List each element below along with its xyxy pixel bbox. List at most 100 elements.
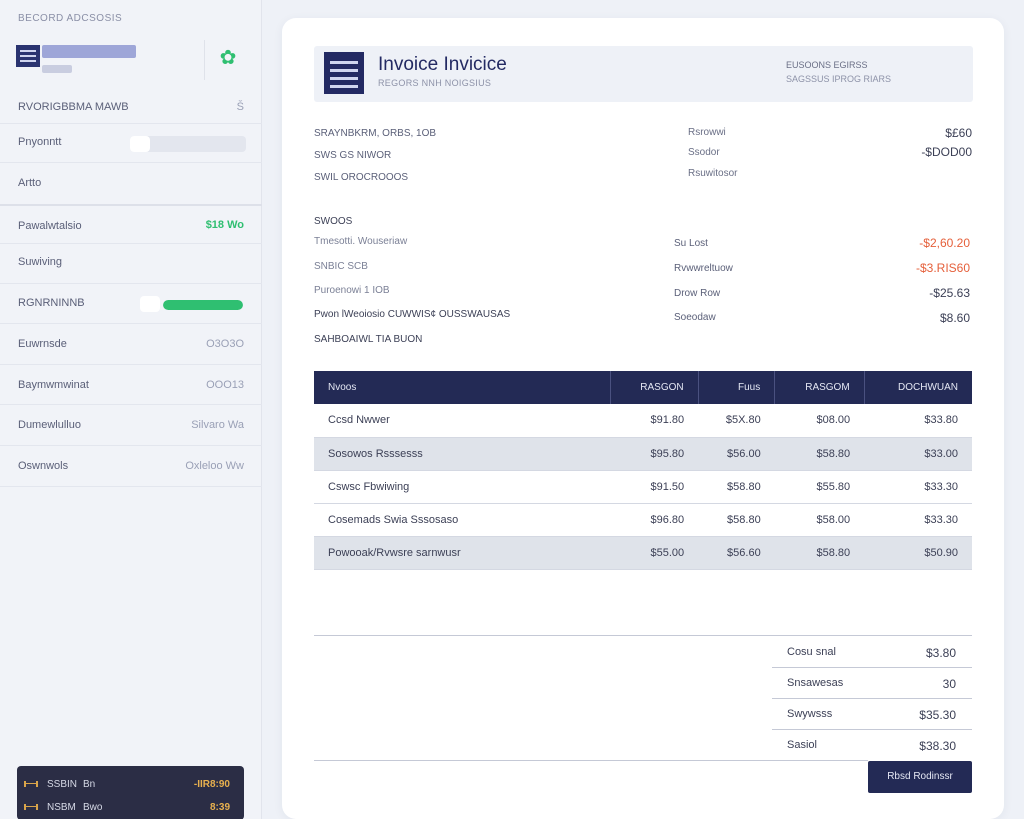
balance-value: 8:39	[209, 802, 230, 813]
balance-code: SSBIN	[47, 779, 78, 790]
sidebar-item-value: Silvaro Wa	[191, 419, 244, 431]
sidebar-item-value: O3O3O	[206, 338, 244, 350]
meta-label: Rsrowwi	[688, 127, 726, 138]
sidebar-item[interactable]: Oswnwols Oxleloo Ww	[0, 446, 262, 487]
sidebar-item[interactable]: Suwiving	[0, 244, 262, 284]
adjustment-label: Su Lost	[674, 238, 708, 249]
item-name: Powooak/Rvwsre sarnwusr	[314, 536, 610, 570]
pay-button[interactable]: Rbsd Rodinssr	[868, 761, 972, 793]
table-row[interactable]: Sosowos Rsssesss $95.80 $56.00 $58.80 $3…	[314, 437, 972, 471]
item-name: Cosemads Swia Sssosaso	[314, 503, 610, 537]
table-header-row: Nvoos RASGON Fuus RASGOM DOCHWUAN	[314, 371, 972, 404]
sidebar-item-label: Baymwmwinat	[18, 379, 89, 391]
table-row[interactable]: Cswsc Fbwiwing $91.50 $58.80 $55.80 $33.…	[314, 470, 972, 504]
adjustment-line: Pwon lWeoiosio CUWWIS¢ OUSSWAUSAS	[314, 309, 511, 320]
sidebar-item-label: RVORIGBBMA MAWB	[18, 101, 129, 113]
table-cell: $56.60	[698, 536, 775, 570]
sidebar-item[interactable]: Baymwmwinat OOO13	[0, 365, 262, 405]
sidebar-item[interactable]: RGNRNINNB	[0, 284, 262, 324]
progress-bar	[163, 300, 243, 310]
balance-row: SSBIN Bn -IIR8:90	[17, 776, 244, 794]
adjustment-line: SAHBOAIWL TIA BUON	[314, 334, 423, 345]
meta-label: Rsuwitosor	[688, 168, 738, 179]
adjustment-label: Soeodaw	[674, 312, 716, 323]
table-cell: $55.00	[610, 536, 699, 570]
table-row[interactable]: Cosemads Swia Sssosaso $96.80 $58.80 $58…	[314, 503, 972, 537]
sidebar-item[interactable]: Pnyonntt	[0, 124, 262, 163]
billing-address-line: SWIL OROCROOOS	[314, 172, 409, 183]
table-cell: $56.00	[698, 437, 775, 471]
adjustment-value: -$3.RIS60	[915, 261, 970, 275]
table-cell: $5X.80	[698, 404, 775, 438]
meta-value: -$DOD00	[921, 145, 972, 159]
table-cell: $33.30	[864, 503, 972, 537]
invoice-logo-icon	[324, 52, 364, 94]
total-label: Sasiol	[787, 739, 817, 751]
table-row[interactable]: Ccsd Nwwer $91.80 $5X.80 $08.00 $33.80	[314, 404, 972, 438]
total-value: $3.80	[925, 646, 956, 660]
table-cell: $91.80	[610, 404, 699, 438]
sidebar-item[interactable]: Dumewlulluo Silvaro Wa	[0, 405, 262, 446]
table-row[interactable]: Powooak/Rvwsre sarnwusr $55.00 $56.60 $5…	[314, 536, 972, 570]
sidebar-title: BECORD ADCSOSIS	[18, 13, 123, 24]
sidebar-item[interactable]: Euwrnsde O3O3O	[0, 324, 262, 365]
sidebar-item-label: Oswnwols	[18, 460, 69, 472]
billing-address-line: SRAYNBKRM, ORBS, 1OB	[314, 128, 437, 139]
total-row: Swywsss $35.30	[772, 699, 972, 730]
adjustment-line: Puroenowi 1 IOB	[314, 285, 390, 296]
invoice-header-info: SAGSSUS IPROG RIARS	[786, 74, 892, 84]
adjustment-value: $8.60	[939, 311, 970, 325]
adjustment-value: -$2,60.20	[919, 236, 970, 250]
column-header[interactable]: Nvoos	[314, 371, 611, 404]
input-placeholder[interactable]	[130, 136, 246, 152]
sidebar-item-label: Artto	[18, 177, 42, 189]
line-items-table: Nvoos RASGON Fuus RASGOM DOCHWUAN Ccsd N…	[314, 371, 972, 570]
table-cell: $95.80	[610, 437, 699, 471]
item-name: Cswsc Fbwiwing	[314, 470, 610, 504]
column-header[interactable]: Fuus	[698, 371, 776, 404]
gear-icon[interactable]: ✿	[219, 47, 237, 69]
divider	[314, 760, 868, 761]
table-cell: $58.80	[774, 536, 865, 570]
table-cell: $58.80	[698, 503, 775, 537]
progress-fill	[163, 300, 243, 310]
invoice-subtitle: REGORS NNH NOIGSIUS	[378, 78, 492, 88]
column-header[interactable]: RASGOM	[774, 371, 865, 404]
adjustment-value: -$25.63	[929, 286, 970, 300]
column-header[interactable]: RASGON	[610, 371, 699, 404]
invoice-card: Invoice Invicice REGORS NNH NOIGSIUS EUS…	[282, 18, 1004, 819]
table-cell: $58.00	[774, 503, 865, 537]
balance-code: NSBM	[47, 802, 76, 813]
profile-header[interactable]: ✿	[14, 40, 254, 86]
table-cell: $33.80	[864, 404, 972, 438]
total-row: Sasiol $38.30	[772, 730, 972, 761]
sidebar-item[interactable]: Artto	[0, 163, 262, 206]
page-title: Invoice Invicice	[378, 54, 507, 75]
adjustment-line: Tmesotti. Wouseriaw	[314, 236, 408, 247]
sidebar-item[interactable]: Pawalwtalsio $18 Wo	[0, 206, 262, 244]
sidebar-item-label: Suwiving	[18, 256, 63, 268]
column-header[interactable]: DOCHWUAN	[864, 371, 972, 404]
sidebar-item-label: Pawalwtalsio	[18, 220, 82, 232]
sidebar-item-label: RGNRNINNB	[18, 297, 85, 309]
total-row: Cosu snal $3.80	[772, 637, 972, 668]
total-value: $35.30	[919, 708, 956, 722]
adjustment-line: SNBIC SCB	[314, 261, 368, 272]
balance-label: Bn	[83, 779, 96, 790]
total-value: 30	[942, 677, 956, 691]
adjustment-label: Drow Row	[674, 288, 721, 299]
divider	[314, 635, 972, 636]
balance-row: NSBM Bwo 8:39	[17, 799, 244, 817]
invoice-header-info: EUSOONS EGIRSS	[786, 60, 868, 70]
sidebar-item[interactable]: RVORIGBBMA MAWB Š	[0, 92, 262, 124]
table-cell: $91.50	[610, 470, 699, 504]
sidebar-item-value: Oxleloo Ww	[185, 460, 244, 472]
table-cell: $08.00	[774, 404, 865, 438]
table-cell: $55.80	[774, 470, 865, 504]
sidebar-item-value: Š	[236, 101, 244, 113]
sidebar-item-value: $18 Wo	[205, 219, 244, 231]
item-name: Ccsd Nwwer	[314, 404, 610, 438]
balance-card[interactable]: SSBIN Bn -IIR8:90 NSBM Bwo 8:39	[17, 766, 244, 819]
adjustment-label: Rvwwreltuow	[674, 263, 733, 274]
balance-label: Bwo	[83, 802, 103, 813]
